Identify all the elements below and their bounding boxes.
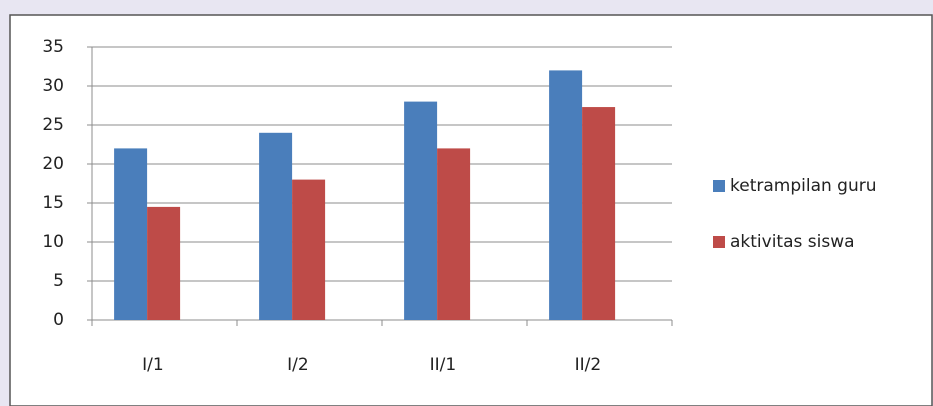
legend-swatch — [713, 180, 725, 192]
bar — [582, 107, 616, 320]
x-tick-label: I/1 — [142, 355, 164, 375]
x-tick-label: I/2 — [287, 355, 309, 375]
bar — [259, 132, 293, 320]
legend-swatch — [713, 236, 725, 248]
bar — [147, 206, 181, 320]
y-tick-label: 30 — [42, 76, 64, 96]
y-tick-label: 15 — [42, 193, 64, 213]
y-tick-label: 5 — [53, 271, 64, 291]
y-tick-label: 0 — [53, 310, 64, 330]
bar — [549, 70, 583, 321]
bar — [114, 148, 148, 320]
bar — [404, 101, 438, 320]
y-tick-label: 25 — [42, 115, 64, 135]
bar — [437, 148, 471, 320]
y-tick-label: 10 — [42, 232, 64, 252]
y-tick-label: 20 — [42, 154, 64, 174]
legend-label: aktivitas siswa — [730, 232, 855, 252]
legend-label: ketrampilan guru — [730, 176, 877, 196]
x-tick-label: II/1 — [430, 355, 457, 375]
x-tick-label: II/2 — [575, 355, 602, 375]
y-tick-label: 35 — [42, 37, 64, 57]
bar — [292, 179, 326, 320]
